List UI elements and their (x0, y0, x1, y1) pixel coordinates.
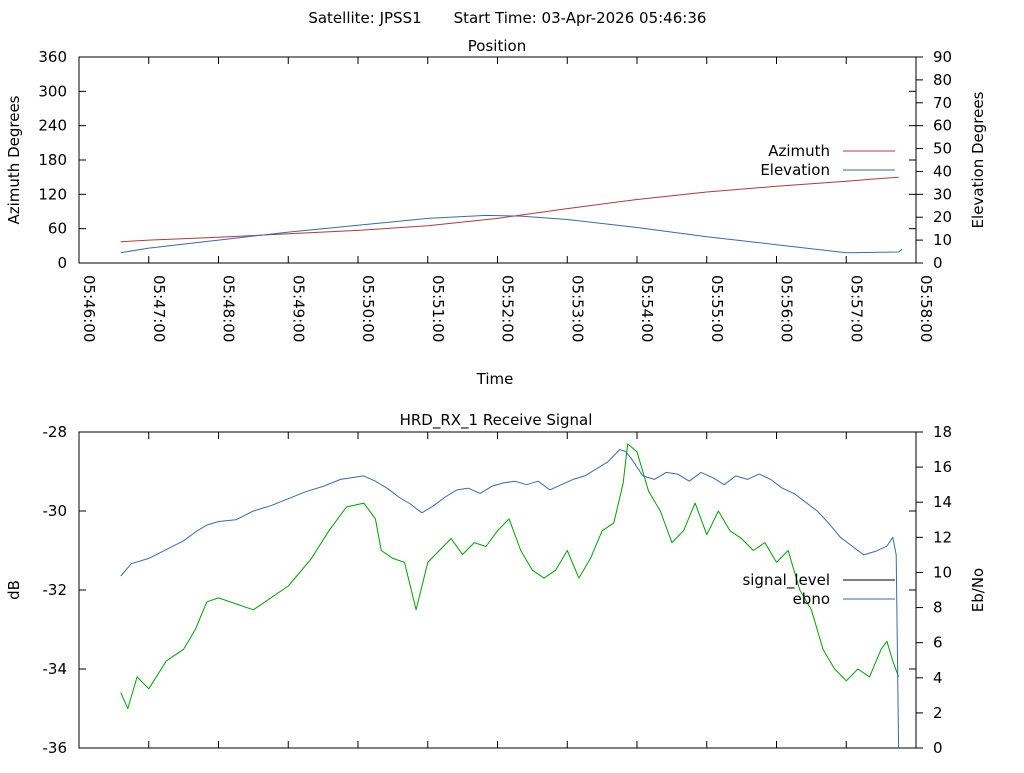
y-tick-label: -30 (43, 502, 68, 520)
y-tick-label: 300 (38, 82, 67, 100)
x-tick-label: 05:56:00 (778, 275, 796, 342)
y2-tick-label: 0 (933, 254, 943, 272)
x-tick-label: 05:58:00 (917, 275, 935, 342)
signal-plot-frame (79, 432, 916, 748)
legend-ebno-label: ebno (793, 590, 830, 608)
y2-tick-label: 10 (933, 563, 952, 581)
y-tick-label: -32 (43, 581, 68, 599)
y2-tick-label: 16 (933, 458, 952, 476)
y2-tick-label: 30 (933, 185, 952, 203)
x-tick-label: 05:53:00 (568, 275, 586, 342)
position-chart: Position 0 60 120 180 240 300 360 0 10 20 30 40 50 6… (5, 37, 987, 388)
y2-tick-label: 20 (933, 208, 952, 226)
elevation-axis-label: Elevation Degrees (969, 91, 987, 228)
x-tick-label: 05:47:00 (150, 275, 168, 342)
x-tick-label: 05:50:00 (359, 275, 377, 342)
y2-tick-label: 0 (933, 739, 943, 757)
legend-elevation-label: Elevation (760, 161, 830, 179)
legend-azimuth-label: Azimuth (768, 142, 830, 160)
y2-tick-label: 14 (933, 493, 952, 511)
x-tick-label: 05:48:00 (220, 275, 238, 342)
y-tick-label: 60 (48, 220, 67, 238)
y-tick-label: -34 (43, 660, 68, 678)
x-tick-label: 05:54:00 (638, 275, 656, 342)
y-tick-label: 360 (38, 48, 67, 66)
y2-tick-label: 80 (933, 71, 952, 89)
receive-signal-chart: HRD_RX_1 Receive Signal -28-30-32-34-36 … (5, 411, 987, 757)
y-tick-label: -28 (43, 423, 68, 441)
y2-tick-label: 50 (933, 140, 952, 158)
x-tick-label: 05:49:00 (289, 275, 307, 342)
y-tick-label: 180 (38, 151, 67, 169)
legend-signal-level-label: signal_level (742, 571, 830, 590)
series-line-elevation (121, 215, 902, 252)
signal-legend: signal_level ebno (742, 571, 895, 608)
y2-tick-label: 70 (933, 94, 952, 112)
x-tick-label: 05:51:00 (429, 275, 447, 342)
y2-tick-label: 6 (933, 634, 943, 652)
y2-tick-label: 18 (933, 423, 952, 441)
x-tick-label: 05:57:00 (847, 275, 865, 342)
y-tick-label: -36 (43, 739, 68, 757)
x-tick-label: 05:46:00 (80, 275, 98, 342)
y2-tick-label: 8 (933, 599, 943, 617)
y-tick-label: 240 (38, 117, 67, 135)
db-axis-label: dB (5, 580, 23, 600)
ebno-axis-label: Eb/No (969, 568, 987, 612)
y2-tick-label: 60 (933, 117, 952, 135)
position-chart-title: Position (468, 37, 526, 55)
time-axis-label: Time (476, 370, 514, 388)
x-tick-label: 05:55:00 (708, 275, 726, 342)
series-line-azimuth (121, 177, 899, 242)
x-tick-label: 05:52:00 (499, 275, 517, 342)
series-line-ebno (121, 450, 899, 748)
y2-tick-label: 90 (933, 48, 952, 66)
y-tick-label: 0 (57, 254, 67, 272)
y2-tick-label: 4 (933, 669, 943, 687)
receive-signal-title: HRD_RX_1 Receive Signal (400, 411, 593, 430)
azimuth-axis-label: Azimuth Degrees (5, 95, 23, 224)
position-legend: Azimuth Elevation (760, 142, 895, 179)
position-plot-frame (79, 57, 916, 263)
y2-tick-label: 2 (933, 704, 943, 722)
satellite-label: Satellite: JPSS1 (308, 9, 421, 27)
y2-tick-label: 10 (933, 231, 952, 249)
y-tick-label: 120 (38, 185, 67, 203)
y2-tick-label: 12 (933, 528, 952, 546)
start-time-label: Start Time: 03-Apr-2026 05:46:36 (454, 9, 707, 27)
y2-tick-label: 40 (933, 162, 952, 180)
